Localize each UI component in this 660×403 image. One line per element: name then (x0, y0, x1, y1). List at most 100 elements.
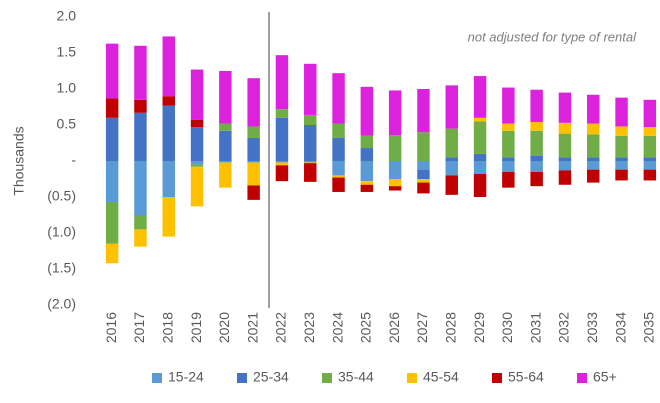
x-tick-label: 2016 (103, 312, 119, 343)
y-tick-label: (2.0) (47, 296, 76, 312)
x-tick-label: 2022 (273, 312, 289, 343)
bar-segment (134, 161, 147, 215)
y-tick-label: (1.5) (47, 260, 76, 276)
bar-segment (502, 87, 515, 124)
x-tick-label: 2023 (301, 312, 317, 343)
legend-swatch (492, 373, 502, 383)
x-tick-label: 2019 (188, 312, 204, 343)
bar-segment (615, 161, 628, 170)
legend-swatch (577, 373, 587, 383)
bar-segment (247, 161, 260, 163)
bar-segment (473, 161, 487, 174)
bar-segment (332, 73, 345, 124)
bar-segment (615, 126, 628, 136)
bar-segment (615, 169, 628, 181)
bar-segment (304, 163, 317, 182)
x-tick-label: 2026 (386, 312, 402, 343)
bar-segment (275, 109, 289, 118)
bar-segment (615, 97, 628, 127)
bar-segment (360, 184, 374, 192)
y-tick-label: (1.0) (47, 224, 76, 240)
bar-segment (190, 166, 204, 207)
x-tick-label: 2030 (499, 312, 515, 343)
y-tick-label: - (71, 152, 76, 168)
bar-segment (247, 185, 260, 200)
bar-segment (219, 162, 232, 188)
bar-segment (275, 162, 289, 166)
x-tick-label: 2020 (216, 312, 232, 343)
bar-segment (587, 157, 600, 161)
bar-segment (105, 202, 119, 244)
x-tick-label: 2029 (471, 312, 487, 343)
bar-segment (332, 177, 345, 192)
bar-segment (587, 123, 600, 135)
bar-segment (162, 197, 175, 237)
bar-segment (473, 173, 487, 197)
bar-segment (190, 119, 204, 128)
bar-segment (502, 123, 515, 131)
bar-segment (275, 165, 289, 182)
bar-segment (643, 169, 657, 181)
bar-segment (388, 186, 402, 191)
x-tick-label: 2024 (329, 312, 345, 343)
bar-segment (530, 155, 543, 161)
bar-segment (360, 86, 374, 136)
bar-segment (417, 161, 430, 170)
bar-segment (304, 125, 317, 161)
bar-segment (105, 98, 119, 118)
bar-segment (190, 161, 204, 165)
x-tick-label: 2031 (527, 312, 543, 343)
bar-segment (558, 133, 572, 158)
bar-segment (473, 153, 487, 161)
bar-segment (134, 99, 147, 113)
bar-segment (643, 161, 657, 170)
bar-segment (530, 89, 543, 123)
bar-segment (388, 161, 402, 179)
bar-segment (219, 161, 232, 163)
bar-segment (587, 169, 600, 183)
x-tick-label: 2034 (612, 312, 628, 343)
bar-segment (530, 122, 543, 131)
legend-label: 65+ (593, 369, 617, 385)
bar-segment (134, 229, 147, 247)
bar-segment (558, 92, 572, 123)
x-tick-label: 2032 (556, 312, 572, 343)
bar-segment (247, 78, 260, 127)
y-tick-label: (0.5) (47, 188, 76, 204)
bar-segment (134, 112, 147, 161)
bar-segment (643, 135, 657, 158)
bar-segment (445, 128, 458, 158)
bar-segment (502, 130, 515, 158)
bar-segment (643, 157, 657, 161)
bar-segment (190, 127, 204, 161)
bar-segment (275, 117, 289, 161)
bar-segment (304, 63, 317, 115)
bar-segment (134, 45, 147, 100)
bar-segment (530, 161, 543, 172)
bar-segment (332, 175, 345, 178)
bar-segment (360, 161, 374, 182)
bar-segment (304, 114, 317, 125)
bar-segment (388, 135, 402, 161)
bar-segment (643, 127, 657, 136)
legend-swatch (322, 373, 332, 383)
bar-segment (445, 175, 458, 195)
bar-segment (247, 162, 260, 186)
x-tick-label: 2035 (641, 312, 657, 343)
legend-swatch (407, 373, 417, 383)
legend-label: 15-24 (168, 369, 204, 385)
bar-segment (417, 89, 430, 133)
bar-segment (502, 171, 515, 188)
bar-segment (162, 161, 175, 197)
bar-segment (587, 134, 600, 158)
bar-segment (587, 161, 600, 170)
x-tick-label: 2017 (131, 312, 147, 343)
bar-segment (162, 36, 175, 97)
legend-swatch (237, 373, 247, 383)
bar-segment (445, 157, 458, 161)
x-tick-label: 2033 (584, 312, 600, 343)
x-tick-label: 2025 (358, 312, 374, 343)
y-axis-label: Thousands (11, 126, 27, 195)
bar-segment (558, 122, 572, 134)
bar-segment (105, 161, 119, 203)
